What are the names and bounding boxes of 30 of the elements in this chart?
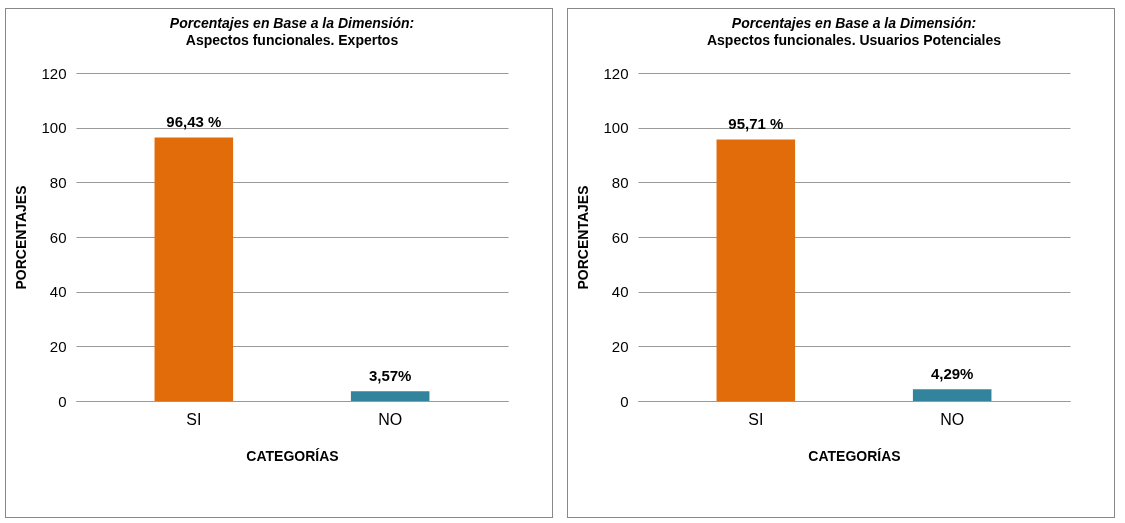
y-tick-label: 40 [611,283,629,301]
chart-title: Porcentajes en Base a la Dimensión: [169,15,415,31]
y-tick-label: 120 [603,64,629,82]
y-tick-label: 100 [41,119,67,137]
y-tick-label: 120 [41,64,67,82]
x-tick-label: SI [748,410,764,428]
y-tick-label: 20 [611,337,629,355]
y-tick-label: 80 [611,173,629,191]
y-tick-label: 0 [620,392,629,410]
x-axis-title: CATEGORÍAS [808,447,901,464]
y-tick-label: 60 [49,228,67,246]
x-tick-label: NO [378,410,403,428]
y-axis-title: PORCENTAJES [13,185,30,290]
y-tick-label: 0 [58,392,67,410]
y-axis-title: PORCENTAJES [575,185,592,290]
y-tick-label: 40 [49,283,67,301]
x-axis-title: CATEGORÍAS [246,447,339,464]
data-label: 4,29% [930,365,974,383]
y-tick-label: 60 [611,228,629,246]
chart-subtitle: Aspectos funcionales. Expertos [185,32,399,48]
x-tick-label: SI [186,410,202,428]
x-tick-label: NO [940,410,965,428]
chart-title: Porcentajes en Base a la Dimensión: [731,15,977,31]
data-label: 3,57% [368,367,412,385]
data-label: 96,43 % [166,113,222,131]
chart-subtitle: Aspectos funcionales. Usuarios Potenciales [706,32,1002,48]
data-label: 95,71 % [728,115,784,133]
y-tick-label: 100 [603,119,629,137]
y-tick-label: 80 [49,173,67,191]
y-tick-label: 20 [49,337,67,355]
